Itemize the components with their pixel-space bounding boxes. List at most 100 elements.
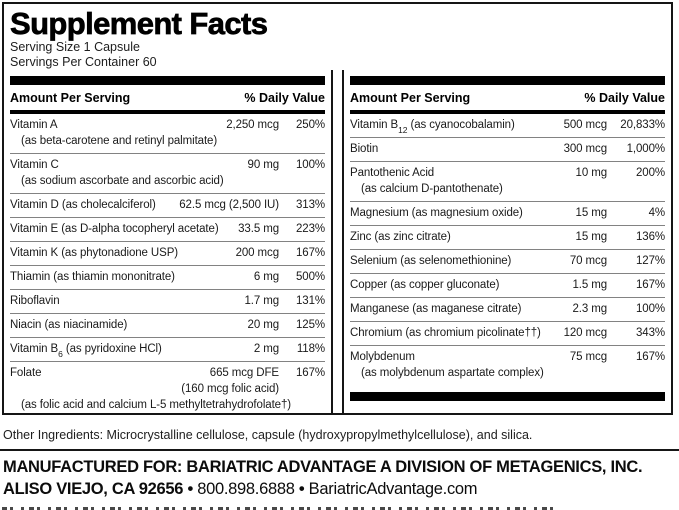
header-bar-left [10,76,325,85]
nutrient-amount: 75 mcg [569,351,607,363]
amount-per-serving-label: Amount Per Serving [350,91,471,105]
nutrient-row: Vitamin K (as phytonadione USP) 200 mcg 16… [10,241,325,265]
nutrient-name: Molybdenum [350,351,415,363]
column-header-left: Amount Per Serving % Daily Value [10,85,325,110]
nutrient-row: Vitamin B6 (as pyridoxine HCl) 2 mg 118% [10,337,325,361]
nutrient-daily-value: 167% [295,367,325,379]
nutrient-name: Biotin [350,143,379,155]
nutrient-amount: 200 mcg [235,247,280,259]
nutrient-daily-value: 167% [635,351,665,363]
nutrient-name: Selenium (as selenomethionine) [350,255,512,267]
nutrient-daily-value: 343% [635,327,665,339]
nutrient-name: Manganese (as maganese citrate) [350,303,522,315]
nutrient-row: Folate 665 mcg DFE 167% (160 mcg folic acid… [10,361,325,417]
nutrient-daily-value: 200% [635,167,665,179]
facts-columns: Amount Per Serving % Daily Value Vitamin… [4,70,671,413]
header-underbar-left [10,110,325,114]
left-column: Amount Per Serving % Daily Value Vitamin… [4,70,331,413]
nutrient-name: Riboflavin [10,295,60,307]
nutrient-row: Pantothenic Acid 10 mg 200% (as calcium D-p… [350,161,665,201]
nutrient-amount: 70 mcg [569,255,607,267]
nutrient-amount: 6 mg [253,271,279,283]
nutrient-row: Vitamin B12 (as cyanocobalamin) 500 mcg 20… [350,114,665,137]
footer-bar-right [350,392,665,401]
nutrient-name: Pantothenic Acid [350,167,435,179]
other-ingredients-text: Other Ingredients: Microcrystalline cell… [3,428,533,442]
nutrient-daily-value: 250% [295,119,325,131]
nutrient-row: Vitamin D (as cholecalciferol) 62.5 mcg (… [10,193,325,217]
nutrient-daily-value: 4% [648,207,666,219]
nutrient-amount: 33.5 mg [238,223,279,235]
nutrient-row: Thiamin (as thiamin mononitrate) 6 mg 500% [10,265,325,289]
nutrient-row: Manganese (as maganese citrate) 2.3 mg 100… [350,297,665,321]
manufacturer-block: MANUFACTURED FOR: BARIATRIC ADVANTAGE A … [3,456,643,500]
bullet-separator: • [187,480,193,498]
nutrient-source-note: (as beta-carotene and retinyl palmitate) [21,135,218,147]
serving-size: Serving Size 1 Capsule [10,40,140,54]
footer-divider-line [0,449,679,451]
nutrient-amount: 15 mg [575,207,608,219]
nutrient-source-note: (as sodium ascorbate and ascorbic acid) [21,175,224,187]
nutrient-daily-value: 100% [635,303,665,315]
nutrient-amount: 300 mcg [563,143,608,155]
daily-value-label: % Daily Value [244,91,325,105]
nutrient-daily-value: 118% [296,343,325,355]
nutrient-amount: 1.7 mg [244,295,279,307]
nutrient-name: Vitamin A [10,119,58,131]
nutrient-amount: 2,250 mcg [226,119,279,131]
nutrient-amount: 90 mg [247,159,280,171]
nutrient-row: Biotin 300 mcg 1,000% [350,137,665,161]
nutrient-name: Copper (as copper gluconate) [350,279,500,291]
nutrient-name: Thiamin (as thiamin mononitrate) [10,271,175,283]
nutrient-row: Zinc (as zinc citrate) 15 mg 136% [350,225,665,249]
nutrient-row: Vitamin C 90 mg 100% (as sodium ascorbate a… [10,153,325,193]
nutrient-row: Vitamin A 2,250 mcg 250% (as beta-carotene … [10,114,325,153]
nutrient-row: Molybdenum 75 mcg 167% (as molybdenum aspar… [350,345,665,385]
nutrient-amount: 10 mg [575,167,608,179]
nutrient-daily-value: 500% [295,271,325,283]
nutrient-rows-right: Vitamin B12 (as cyanocobalamin) 500 mcg 20… [350,114,665,385]
nutrient-daily-value: 167% [295,247,325,259]
nutrient-amount: 1.5 mg [572,279,607,291]
nutrient-amount-note: (160 mcg folic acid) [181,383,279,395]
nutrient-row: Riboflavin 1.7 mg 131% [10,289,325,313]
column-header-right: Amount Per Serving % Daily Value [350,85,665,110]
nutrient-row: Copper (as copper gluconate) 1.5 mg 167% [350,273,665,297]
nutrient-name: Vitamin B6 (as pyridoxine HCl) [10,343,162,357]
servings-per-container: Servings Per Container 60 [10,55,157,69]
nutrient-name: Chromium (as chromium picolinate††) [350,327,541,339]
nutrient-amount: 2 mg [253,343,279,355]
nutrient-row: Vitamin E (as D-alpha tocopheryl acetate… [10,217,325,241]
daily-value-label: % Daily Value [584,91,665,105]
nutrient-daily-value: 127% [635,255,665,267]
nutrient-name: Zinc (as zinc citrate) [350,231,451,243]
nutrient-daily-value: 131% [295,295,325,307]
nutrient-name: Niacin (as niacinamide) [10,319,128,331]
nutrient-name: Vitamin C [10,159,59,171]
facts-box: Supplement Facts Serving Size 1 Capsule … [2,2,673,415]
nutrient-row: Niacin (as niacinamide) 20 mg 125% [10,313,325,337]
header-underbar-right [350,110,665,114]
nutrient-name: Vitamin K (as phytonadione USP) [10,247,179,259]
nutrient-amount: 665 mcg DFE [209,367,279,379]
nutrient-daily-value: 167% [635,279,665,291]
nutrient-source-note: (as molybdenum aspartate complex) [361,367,544,379]
nutrient-row: Selenium (as selenomethionine) 70 mcg 127% [350,249,665,273]
header-bar-right [350,76,665,85]
nutrient-daily-value: 20,833% [620,119,665,131]
nutrient-name: Vitamin E (as D-alpha tocopheryl acetate… [10,223,219,235]
nutrient-amount: 2.3 mg [572,303,607,315]
nutrient-name: Vitamin B12 (as cyanocobalamin) [350,119,515,133]
right-column: Amount Per Serving % Daily Value Vitamin… [344,70,671,413]
nutrient-amount: 62.5 mcg (2,500 IU) [179,199,279,211]
nutrient-daily-value: 223% [295,223,325,235]
nutrient-amount: 500 mcg [563,119,608,131]
manufactured-for-line: MANUFACTURED FOR: BARIATRIC ADVANTAGE A … [3,458,643,476]
nutrient-daily-value: 136% [635,231,665,243]
nutrient-amount: 15 mg [575,231,608,243]
nutrient-row: Chromium (as chromium picolinate††) 120 m… [350,321,665,345]
phone-number: 800.898.6888 [197,480,295,498]
nutrient-source-note: (as calcium D-pantothenate) [361,183,503,195]
nutrient-source-note: (as folic acid and calcium L-5 methyltet… [21,399,291,411]
